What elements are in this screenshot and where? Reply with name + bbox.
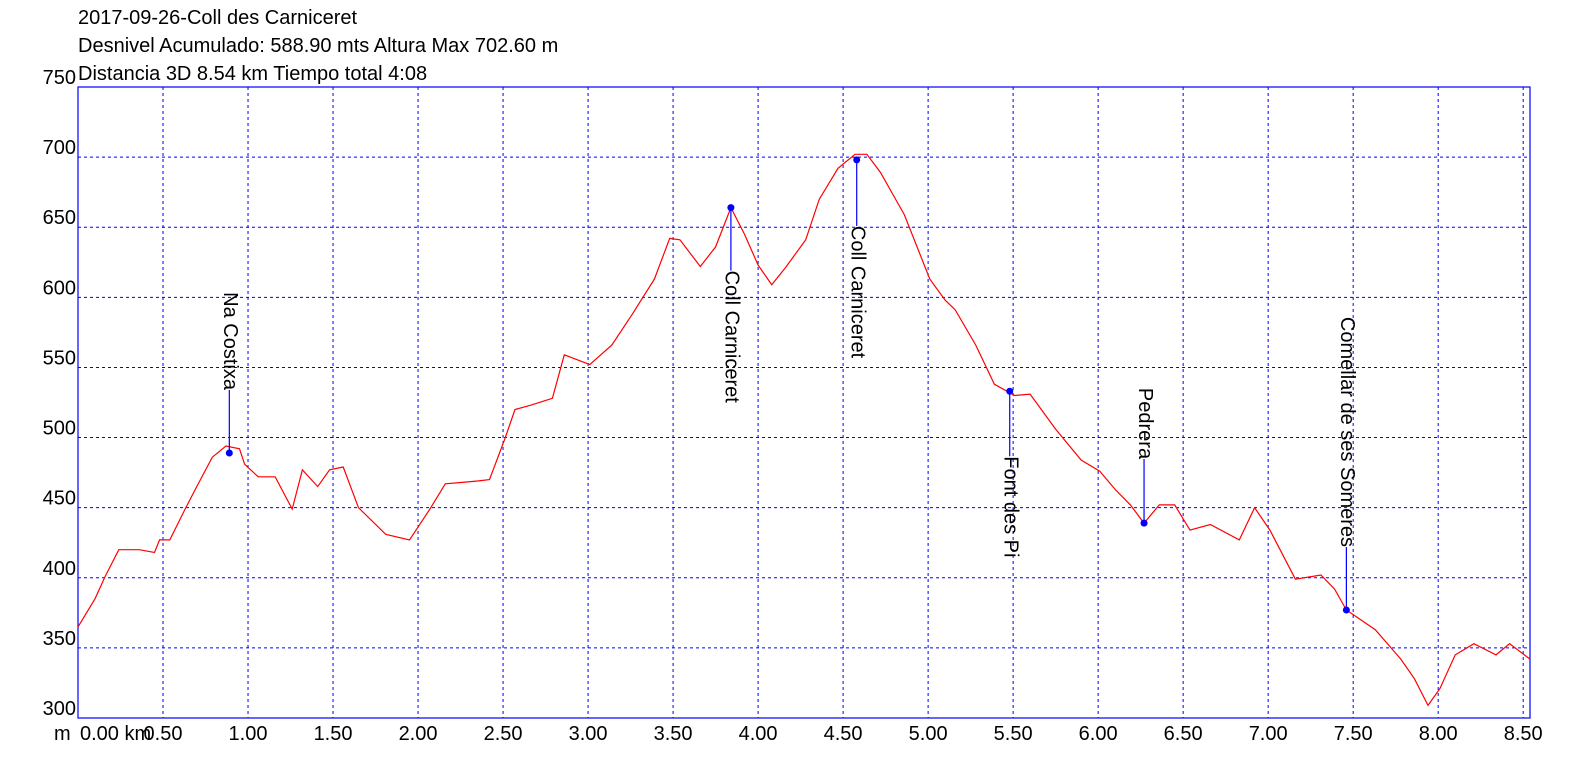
y-tick-label: 700 (43, 137, 76, 159)
y-tick-label: 450 (43, 488, 76, 510)
y-tick-label: 500 (43, 418, 76, 440)
y-tick-label: 400 (43, 558, 76, 580)
x-tick-label: 1.00 (229, 723, 268, 745)
x-tick-label: 8.50 (1504, 723, 1543, 745)
x-tick-label: 5.00 (909, 723, 948, 745)
x-tick-label: 3.00 (569, 723, 608, 745)
y-axis-label: m (54, 723, 71, 745)
x-tick-label: 5.50 (994, 723, 1033, 745)
y-tick-label: 650 (43, 207, 76, 229)
elevation-line (77, 153, 1531, 707)
waypoint-dot (225, 449, 233, 457)
y-tick-label: 300 (43, 698, 76, 720)
x-tick-label: 3.50 (654, 723, 693, 745)
x-tick-label: 2.50 (484, 723, 523, 745)
y-tick-label: 750 (43, 67, 76, 89)
waypoint-label: Coll Carniceret (721, 271, 743, 404)
title-line: Distancia 3D 8.54 km Tiempo total 4:08 (78, 63, 427, 85)
x-tick-label: 1.50 (314, 723, 353, 745)
x-tick-label: 7.50 (1334, 723, 1373, 745)
waypoint-label: Comellar de ses Someres (1336, 317, 1358, 547)
waypoint-label: Coll Carniceret (846, 226, 868, 359)
waypoint-dot (1342, 606, 1350, 614)
waypoint-label: Na Costixa (219, 292, 241, 391)
x-tick-label: 4.00 (739, 723, 778, 745)
waypoint-dot (1006, 387, 1014, 395)
waypoint-dot (727, 204, 735, 212)
y-tick-label: 550 (43, 347, 76, 369)
x-tick-label: 6.50 (1164, 723, 1203, 745)
waypoint-label: Font des Pi (999, 456, 1021, 557)
waypoint-dot (1140, 519, 1148, 527)
title-line: Desnivel Acumulado: 588.90 mts Altura Ma… (78, 35, 558, 57)
plot-frame (77, 86, 1531, 719)
x-tick-label: 7.00 (1249, 723, 1288, 745)
x-tick-label: 6.00 (1079, 723, 1118, 745)
y-tick-label: 350 (43, 628, 76, 650)
x-tick-label: 8.00 (1419, 723, 1458, 745)
waypoint-dot (853, 156, 861, 164)
waypoint-label: Pedrera (1134, 388, 1156, 460)
x-tick-label: 0.50 (144, 723, 183, 745)
y-tick-label: 600 (43, 277, 76, 299)
x-tick-label: 4.50 (824, 723, 863, 745)
x-tick-label: 0.00 km (80, 723, 151, 745)
x-tick-label: 2.00 (399, 723, 438, 745)
title-line: 2017-09-26-Coll des Carniceret (78, 7, 357, 29)
